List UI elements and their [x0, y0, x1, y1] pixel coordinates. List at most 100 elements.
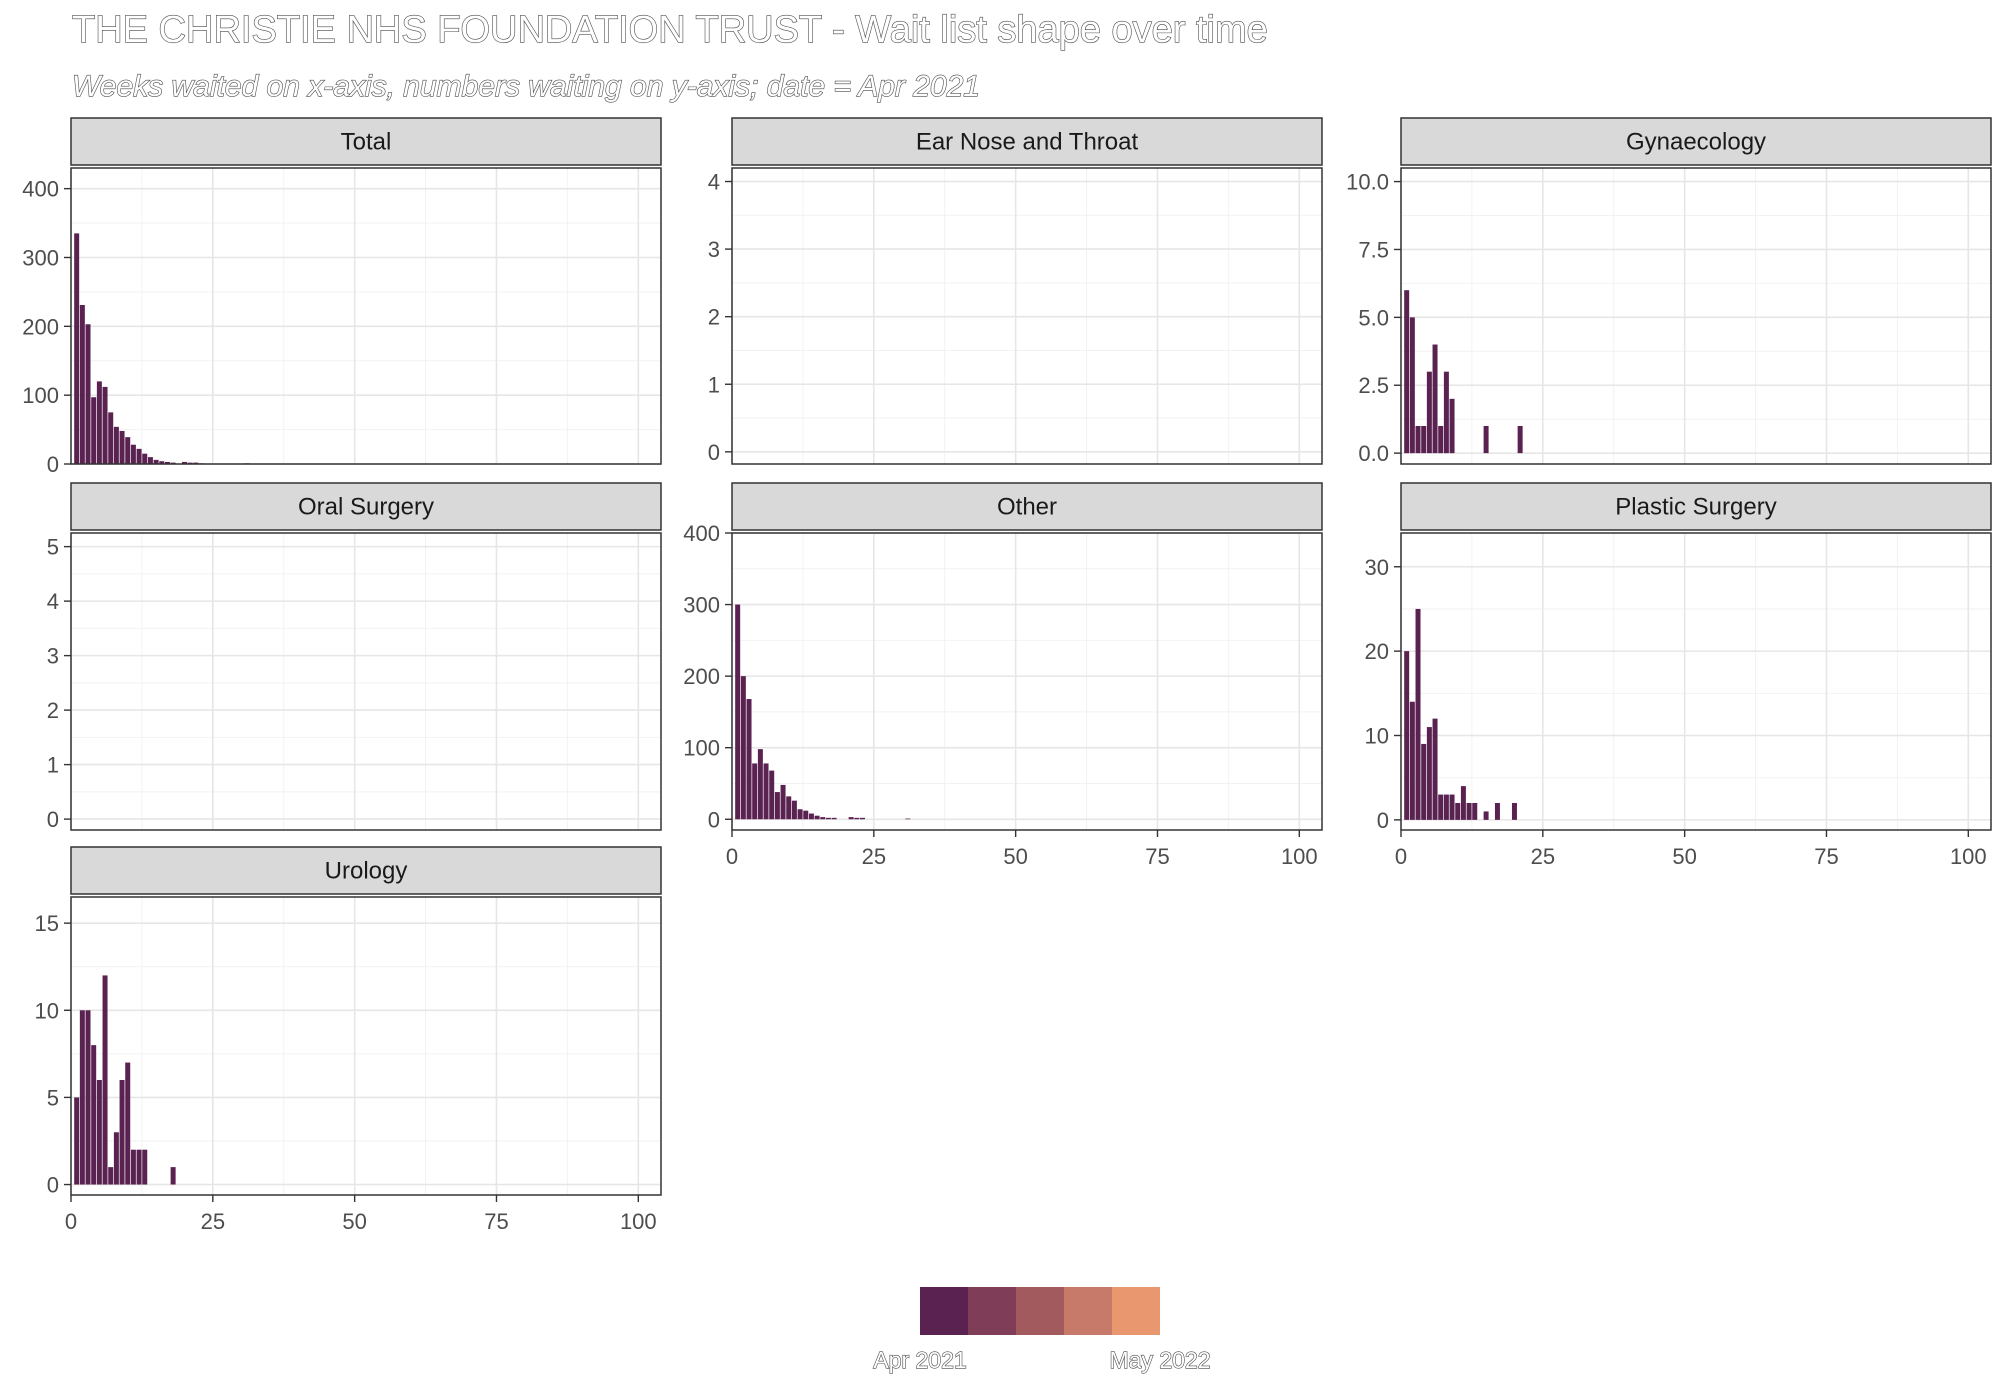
facet-strip-label: Ear Nose and Throat: [916, 129, 1139, 156]
data-bar: [85, 1010, 91, 1185]
data-bar: [1494, 803, 1500, 820]
data-bar: [820, 817, 826, 820]
facet-strip: [1400, 482, 1992, 531]
panel-background: [71, 168, 661, 464]
data-bar: [825, 817, 831, 820]
data-bar: [1426, 727, 1432, 820]
y-tick-label: 7.5: [1358, 237, 1389, 262]
legend-color-swatch: [1064, 1287, 1112, 1335]
facet-strip: [70, 846, 662, 895]
x-tick-label: 50: [342, 1209, 366, 1234]
data-bar: [786, 796, 792, 820]
legend-color-swatch: [920, 1287, 968, 1335]
data-bar: [164, 461, 170, 464]
data-bar: [125, 1062, 131, 1185]
data-bar: [136, 448, 142, 464]
data-bar: [1415, 608, 1421, 820]
data-bar: [1432, 344, 1438, 454]
y-tick-label: 10: [1365, 724, 1389, 749]
y-tick-label: 5: [47, 535, 59, 560]
panel-border: [1400, 167, 1992, 465]
data-bar: [181, 461, 187, 464]
data-bar: [79, 304, 85, 464]
y-tick-label: 4: [708, 170, 720, 195]
y-tick-label: 200: [22, 314, 59, 339]
facet-strip-label: Plastic Surgery: [1615, 494, 1776, 521]
data-bar: [1466, 803, 1472, 820]
data-bar: [1426, 371, 1432, 454]
data-bar: [752, 763, 758, 820]
x-tick-label: 75: [1145, 844, 1169, 869]
data-bar: [142, 1149, 148, 1185]
panel-oral-surgery: Oral Surgery 0 1 2 3 4 5: [47, 482, 662, 832]
facet-strip-label: Urology: [325, 858, 408, 885]
data-bar: [1409, 701, 1415, 820]
panel-gynaecology: Gynaecology 0.0 2.5 5.0 7.5 10.0: [1346, 117, 1992, 466]
y-tick-label: 0.0: [1358, 441, 1389, 466]
panel-total: Total 0 100 200 300 400: [22, 117, 662, 477]
data-bar: [1449, 794, 1455, 820]
panel-background: [71, 533, 661, 830]
data-bar: [74, 233, 80, 464]
chart-subtitle: Weeks waited on x-axis, numbers waiting …: [72, 70, 980, 103]
data-bar: [130, 444, 136, 464]
data-bar: [1511, 803, 1517, 820]
data-bar: [780, 784, 786, 820]
data-bar: [102, 386, 108, 464]
x-tick-label: 75: [484, 1209, 508, 1234]
data-bar: [769, 770, 775, 820]
legend-color-swatch: [1112, 1287, 1160, 1335]
data-bar: [130, 1149, 136, 1185]
data-bar: [102, 975, 108, 1185]
data-bar: [1455, 803, 1461, 820]
x-tick-label: 100: [1950, 844, 1987, 869]
data-bar: [113, 1132, 119, 1185]
y-tick-label: 100: [22, 383, 59, 408]
data-bar: [1472, 803, 1478, 820]
y-tick-label: 5.0: [1358, 305, 1389, 330]
data-bar: [1409, 317, 1415, 454]
y-tick-label: 200: [683, 664, 720, 689]
data-bar: [96, 381, 102, 464]
y-tick-label: 4: [47, 589, 59, 614]
y-tick-label: 300: [683, 593, 720, 618]
panel-other: Other 0 100 200 300 400 0 25 50 75 100: [683, 482, 1323, 869]
y-tick-label: 0: [47, 807, 59, 832]
panel-border: [1400, 532, 1992, 831]
y-tick-label: 20: [1365, 639, 1389, 664]
panel-border: [70, 896, 662, 1196]
y-tick-label: 0: [47, 452, 59, 477]
data-bar: [1443, 371, 1449, 454]
data-bar: [1415, 425, 1421, 454]
y-tick-label: 0: [47, 1173, 59, 1198]
facet-strip: [70, 117, 662, 166]
data-bar: [1460, 786, 1466, 820]
data-bar: [96, 1079, 102, 1185]
color-legend: Apr 2021 May 2022: [873, 1287, 1211, 1374]
data-bar: [136, 1149, 142, 1185]
facet-strip: [1400, 117, 1992, 166]
x-tick-label: 0: [65, 1209, 77, 1234]
panel-border: [70, 532, 662, 831]
data-bar: [808, 813, 814, 820]
facet-strip: [70, 482, 662, 531]
y-tick-label: 0: [708, 440, 720, 465]
data-bar: [142, 453, 148, 464]
facet-strip: [731, 117, 1323, 166]
data-bar: [746, 699, 752, 820]
data-bar: [108, 1167, 114, 1185]
panel-plastic-surgery: Plastic Surgery 0 10 20 30 0 25 50 75 100: [1365, 482, 1992, 869]
legend-label-end: May 2022: [1109, 1347, 1210, 1373]
data-bar: [91, 397, 97, 464]
y-tick-label: 2.5: [1358, 373, 1389, 398]
data-bar: [791, 800, 797, 820]
panel-background: [732, 533, 1322, 830]
data-bar: [1421, 425, 1427, 454]
y-tick-label: 300: [22, 245, 59, 270]
data-bar: [814, 815, 820, 820]
x-tick-label: 50: [1003, 844, 1027, 869]
data-bar: [1483, 811, 1489, 820]
data-bar: [735, 604, 741, 820]
y-tick-label: 400: [683, 521, 720, 546]
